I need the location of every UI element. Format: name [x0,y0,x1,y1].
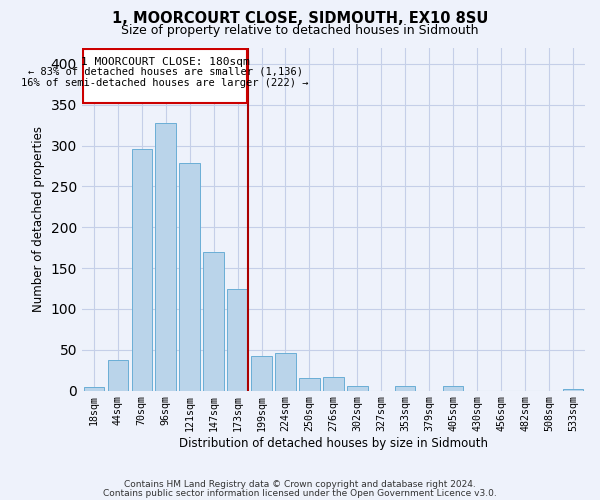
Bar [395,386,415,390]
Bar [251,356,272,390]
Bar [131,149,152,390]
Y-axis label: Number of detached properties: Number of detached properties [32,126,45,312]
Text: ← 83% of detached houses are smaller (1,136): ← 83% of detached houses are smaller (1,… [28,66,302,76]
Bar [107,360,128,390]
Bar [227,290,248,390]
Bar [347,386,368,390]
X-axis label: Distribution of detached houses by size in Sidmouth: Distribution of detached houses by size … [179,437,488,450]
Bar [203,252,224,390]
Text: Size of property relative to detached houses in Sidmouth: Size of property relative to detached ho… [121,24,479,37]
Bar [83,49,247,103]
Bar [563,389,583,390]
Text: 1 MOORCOURT CLOSE: 180sqm: 1 MOORCOURT CLOSE: 180sqm [80,58,250,68]
Text: 1, MOORCOURT CLOSE, SIDMOUTH, EX10 8SU: 1, MOORCOURT CLOSE, SIDMOUTH, EX10 8SU [112,11,488,26]
Bar [443,386,463,390]
Bar [275,353,296,391]
Text: Contains public sector information licensed under the Open Government Licence v3: Contains public sector information licen… [103,488,497,498]
Bar [299,378,320,390]
Text: 16% of semi-detached houses are larger (222) →: 16% of semi-detached houses are larger (… [22,78,309,88]
Bar [179,164,200,390]
Text: Contains HM Land Registry data © Crown copyright and database right 2024.: Contains HM Land Registry data © Crown c… [124,480,476,489]
Bar [83,388,104,390]
Bar [323,376,344,390]
Bar [155,122,176,390]
